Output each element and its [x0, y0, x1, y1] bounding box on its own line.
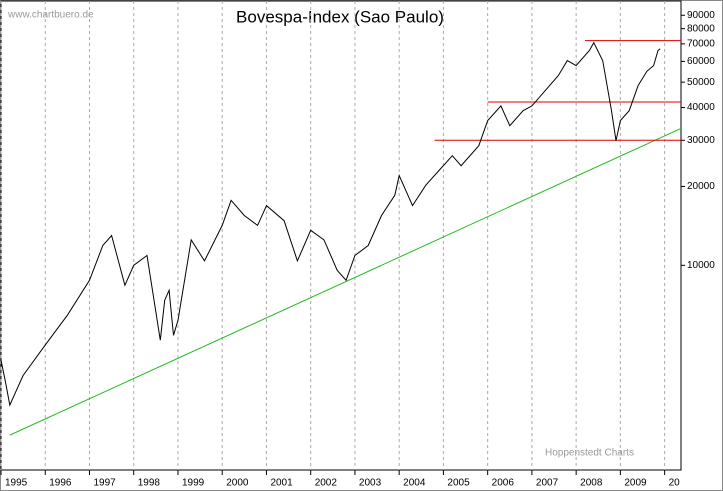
y-tick-label: 30000: [687, 135, 715, 146]
y-tick-label: 20000: [687, 181, 715, 192]
x-tick-label: 2008: [580, 478, 603, 489]
x-tick-label: 2009: [624, 478, 647, 489]
y-tick-label: 60000: [687, 56, 715, 67]
x-tick-label: 1996: [49, 478, 72, 489]
x-tick-label: 1999: [182, 478, 205, 489]
x-tick-label: 2004: [403, 478, 426, 489]
x-tick-label: 2003: [359, 478, 382, 489]
x-tick-label: 2006: [492, 478, 515, 489]
x-tick-label: 2000: [226, 478, 249, 489]
y-tick-label: 70000: [687, 38, 715, 49]
y-tick-label: 80000: [687, 23, 715, 34]
x-tick-label: 1997: [93, 478, 116, 489]
x-tick-label: 1998: [138, 478, 161, 489]
x-tick-label: 2007: [536, 478, 559, 489]
x-tick-label: 1995: [5, 478, 28, 489]
x-tick-label: 2005: [447, 478, 470, 489]
price-line: [0, 41, 661, 407]
credit: Hoppenstedt Charts: [545, 448, 634, 459]
plot-area: [0, 0, 682, 471]
y-tick-label: 90000: [687, 10, 715, 21]
source: www.chartbuero.de: [7, 10, 94, 21]
trend-line: [9, 127, 682, 436]
y-tick-label: 40000: [687, 102, 715, 113]
x-tick-label: 2002: [315, 478, 338, 489]
y-tick-label: 10000: [687, 260, 715, 271]
y-tick-label: 50000: [687, 77, 715, 88]
x-tick-label: 20: [669, 478, 681, 489]
x-tick-label: 2001: [270, 478, 293, 489]
chart-title: Bovespa-Index (Sao Paulo): [236, 7, 444, 26]
